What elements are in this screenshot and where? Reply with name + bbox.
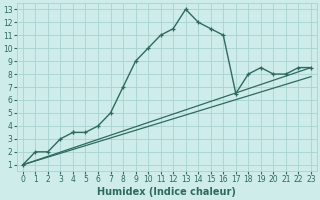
- X-axis label: Humidex (Indice chaleur): Humidex (Indice chaleur): [98, 187, 236, 197]
